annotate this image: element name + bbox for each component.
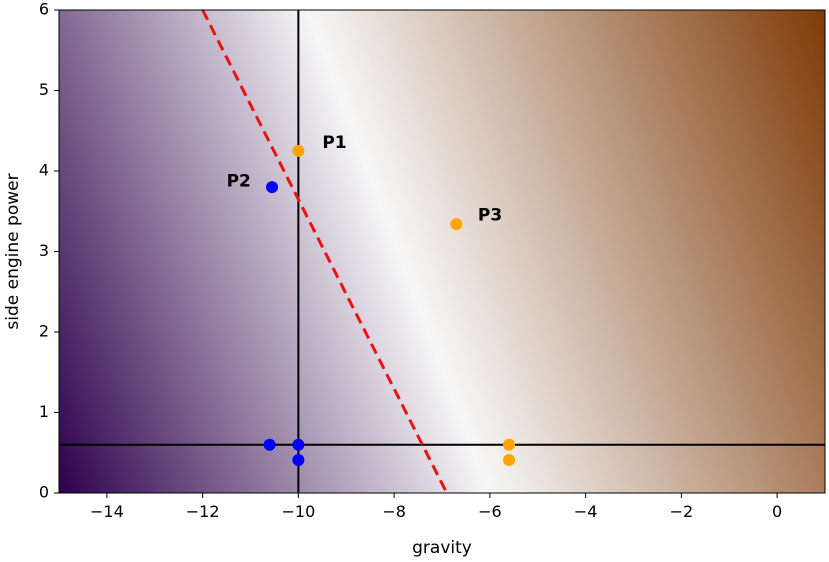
x-tick-label: −6 <box>478 502 502 521</box>
x-tick-label: 0 <box>772 502 782 521</box>
x-tick-label: −4 <box>574 502 598 521</box>
x-axis-title: gravity <box>412 538 472 558</box>
data-point-series-1-4 <box>292 453 305 466</box>
x-tick-label: −2 <box>670 502 694 521</box>
x-tick-label: −8 <box>382 502 406 521</box>
data-point-series-2-4 <box>503 453 516 466</box>
x-tick-label: −10 <box>281 502 315 521</box>
y-axis: 0 1 2 3 4 5 6 <box>39 0 59 502</box>
point-annotations: P1 P2 P3 <box>227 133 503 225</box>
data-point-series-2-3 <box>503 438 516 451</box>
heatmap-background <box>59 10 825 493</box>
y-axis-title: side engine power <box>3 173 23 329</box>
data-point-series-2-1 <box>292 144 305 157</box>
x-tick-label: −12 <box>186 502 220 521</box>
point-label-p2: P2 <box>227 171 251 191</box>
y-tick-label: 4 <box>39 161 49 180</box>
y-tick-label: 1 <box>39 402 49 421</box>
y-tick-label: 2 <box>39 322 49 341</box>
data-point-series-2-2 <box>450 218 463 231</box>
x-axis: −14 −12 −10 −8 −6 −4 −2 0 <box>90 493 782 521</box>
scatter-points <box>263 144 516 466</box>
point-label-p3: P3 <box>478 205 502 225</box>
y-tick-label: 0 <box>39 483 49 502</box>
plot-area <box>59 10 825 493</box>
y-tick-label: 3 <box>39 241 49 260</box>
point-label-p1: P1 <box>322 133 346 153</box>
data-point-series-1-2 <box>263 438 276 451</box>
decision-boundary-line <box>201 10 449 493</box>
y-tick-label: 6 <box>39 0 49 19</box>
x-tick-label: −14 <box>90 502 124 521</box>
data-point-series-1-1 <box>266 181 279 194</box>
y-tick-label: 5 <box>39 80 49 99</box>
data-point-series-1-3 <box>292 438 305 451</box>
